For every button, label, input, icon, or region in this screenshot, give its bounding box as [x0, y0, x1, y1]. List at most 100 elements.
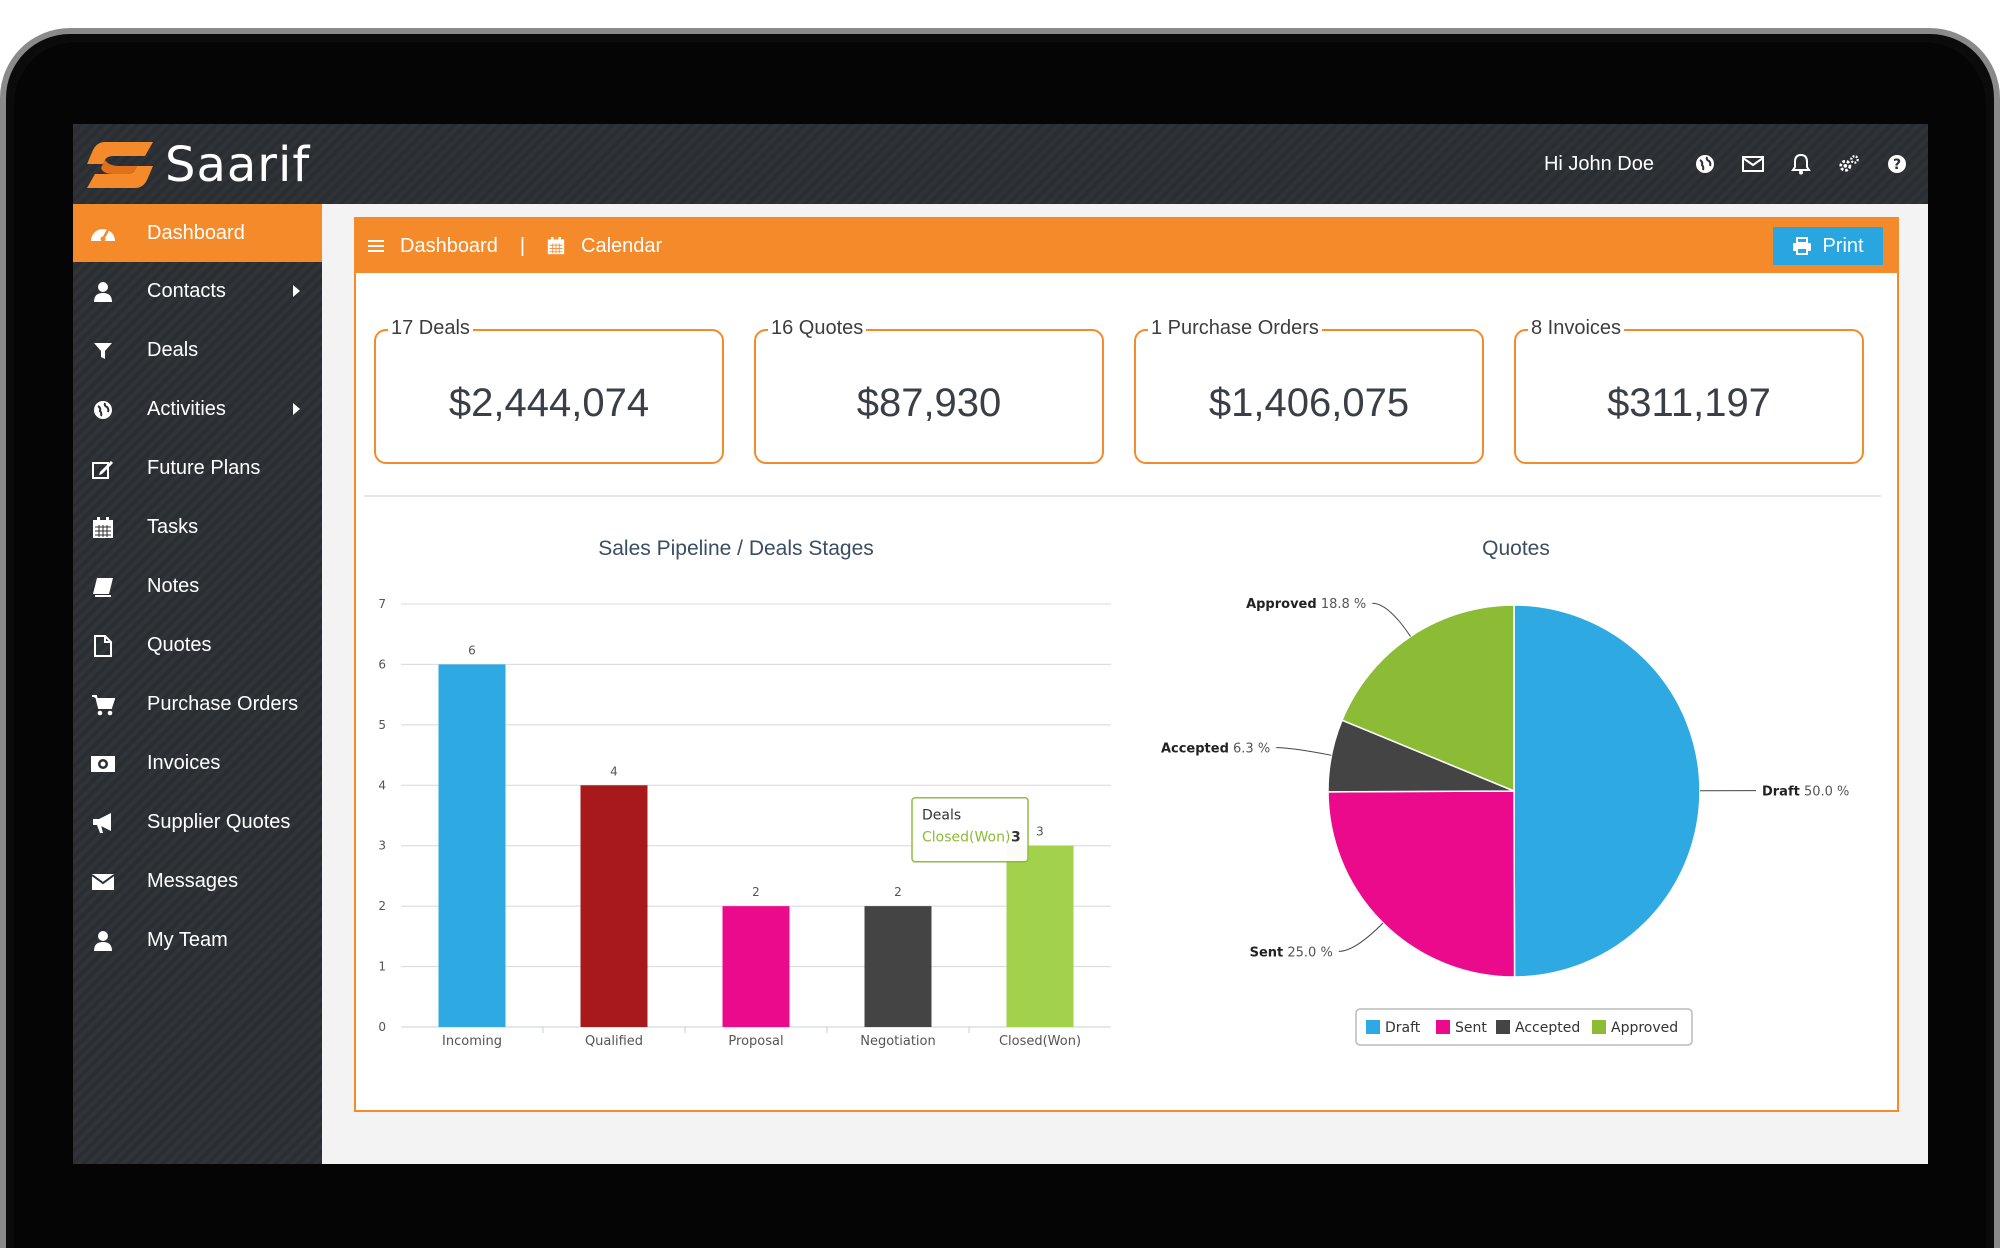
sidebar-item-label: Activities [147, 398, 226, 420]
legend-box [1355, 1008, 1693, 1046]
tooltip-value: 3 [1011, 830, 1021, 846]
card-label: 8 Invoices [1528, 317, 1625, 340]
sidebar-item-label: Future Plans [147, 457, 261, 479]
bar-value-label: 4 [610, 764, 618, 778]
card-value: $1,406,075 [1208, 381, 1410, 425]
calendar-icon [89, 514, 117, 542]
sidebar-item-quotes[interactable]: Quotes [73, 616, 322, 675]
user-greeting[interactable]: Hi John Doe [1543, 152, 1654, 175]
legend-swatch [1496, 1020, 1510, 1034]
sidebar-item-label: Purchase Orders [147, 693, 299, 715]
pie-data-label: Approved 18.8 % [1246, 597, 1366, 612]
sidebar-item-label: Notes [147, 575, 200, 597]
bar-chart-title: Sales Pipeline / Deals Stages [598, 537, 874, 560]
printer-icon [1792, 237, 1812, 255]
x-tick-label: Negotiation [860, 1034, 936, 1049]
quotes-summary-card[interactable]: 16 Quotes $87,930 [754, 317, 1104, 464]
legend-swatch [1592, 1020, 1606, 1034]
sales-pipeline-bar-chart: 0 1 2 3 4 5 6 7 6 Incoming 4 Qualified 2 Proposal 2 Neg… [378, 597, 1111, 1049]
card-value: $2,444,074 [448, 381, 650, 425]
sidebar-item-activities[interactable]: Activities [73, 380, 322, 439]
card-label: 1 Purchase Orders [1148, 317, 1322, 340]
pie-connector [1372, 602, 1411, 637]
bar [580, 785, 648, 1027]
sidebar-item-supplier-quotes[interactable]: Supplier Quotes [73, 793, 322, 852]
chart-tooltip: Deals Closed(Won) 3 [911, 796, 1029, 863]
top-navbar: Saarif Hi John Doe ? [73, 124, 1928, 204]
globe-icon[interactable] [1694, 153, 1716, 175]
card-label: 16 Quotes [768, 317, 867, 340]
tab-dashboard[interactable]: Dashboard [368, 235, 498, 258]
bar [1006, 845, 1074, 1027]
sidebar: Dashboard Contacts Deals Activities Futu… [73, 204, 322, 1164]
x-tick-label: Proposal [728, 1034, 783, 1049]
dashboard-icon [89, 219, 117, 247]
sidebar-item-purchase-orders[interactable]: Purchase Orders [73, 675, 322, 734]
legend-item: Accepted [1515, 1020, 1580, 1036]
bar-value-label: 3 [1036, 825, 1044, 839]
bullhorn-icon [89, 809, 117, 837]
quotes-pie-chart: Draft 50.0 % Sent 25.0 % Accepted 6.3 % App… [1161, 597, 1849, 1046]
sidebar-item-messages[interactable]: Messages [73, 852, 322, 911]
legend-item: Sent [1455, 1020, 1487, 1036]
y-tick-label: 1 [378, 960, 386, 974]
tab-dashboard-label: Dashboard [400, 234, 498, 257]
legend-item: Approved [1611, 1020, 1678, 1036]
sidebar-item-label: Contacts [147, 280, 226, 302]
y-tick-label: 0 [378, 1020, 386, 1034]
sidebar-item-label: Quotes [147, 634, 212, 656]
pie-connector [1338, 922, 1384, 952]
tooltip-title: Deals [922, 808, 961, 824]
sidebar-item-future-plans[interactable]: Future Plans [73, 439, 322, 498]
sidebar-item-label: Messages [147, 870, 239, 892]
sidebar-item-invoices[interactable]: Invoices [73, 734, 322, 793]
x-tick-label: Qualified [585, 1034, 643, 1049]
deals-summary-card[interactable]: 17 Deals $2,444,074 [374, 317, 724, 464]
caret-right-icon [293, 285, 300, 297]
file-icon [89, 632, 117, 660]
y-tick-label: 2 [378, 899, 386, 913]
sidebar-item-contacts[interactable]: Contacts [73, 262, 322, 321]
envelope-icon[interactable] [1742, 153, 1764, 175]
card-value: $311,197 [1607, 381, 1771, 425]
invoices-summary-card[interactable]: 8 Invoices $311,197 [1514, 317, 1864, 464]
pie-data-label: Sent 25.0 % [1250, 945, 1333, 960]
user-icon [89, 927, 117, 955]
calendar-icon [547, 237, 565, 255]
tab-calendar[interactable]: Calendar [547, 235, 662, 258]
y-tick-label: 6 [378, 657, 386, 671]
gears-icon[interactable] [1838, 153, 1860, 175]
sidebar-item-tasks[interactable]: Tasks [73, 498, 322, 557]
sidebar-item-deals[interactable]: Deals [73, 321, 322, 380]
bar-value-label: 6 [468, 643, 476, 657]
dashboard-panel: Dashboard | Calendar Print 17 Deals $2,4… [354, 217, 1899, 1112]
app-logo[interactable]: Saarif [83, 137, 310, 193]
print-button[interactable]: Print [1773, 227, 1883, 265]
sidebar-item-my-team[interactable]: My Team [73, 911, 322, 970]
sidebar-item-label: Dashboard [147, 221, 245, 244]
purchase-orders-summary-card[interactable]: 1 Purchase Orders $1,406,075 [1134, 317, 1484, 464]
bell-icon[interactable] [1790, 153, 1812, 175]
y-tick-label: 4 [378, 778, 386, 792]
tab-calendar-label: Calendar [581, 234, 663, 257]
pie-connector [1276, 747, 1332, 756]
card-value: $87,930 [856, 381, 1002, 425]
y-tick-label: 7 [378, 597, 386, 611]
pie-slice [1513, 604, 1701, 978]
money-icon [89, 750, 117, 778]
envelope-icon [89, 868, 117, 896]
tooltip-series: Closed(Won) [922, 830, 1010, 846]
app-screen: Saarif Hi John Doe ? Dashboard [73, 124, 1928, 1164]
edit-icon [89, 455, 117, 483]
sidebar-item-dashboard[interactable]: Dashboard [73, 204, 322, 262]
user-icon [89, 278, 117, 306]
question-icon[interactable]: ? [1886, 153, 1908, 175]
legend-swatch [1436, 1020, 1450, 1034]
book-icon [89, 573, 117, 601]
bar-value-label: 2 [894, 885, 902, 899]
sidebar-item-label: Tasks [147, 516, 199, 538]
x-tick-label: Incoming [442, 1034, 502, 1049]
sidebar-item-notes[interactable]: Notes [73, 557, 322, 616]
bar [722, 906, 790, 1027]
bar [438, 664, 506, 1027]
